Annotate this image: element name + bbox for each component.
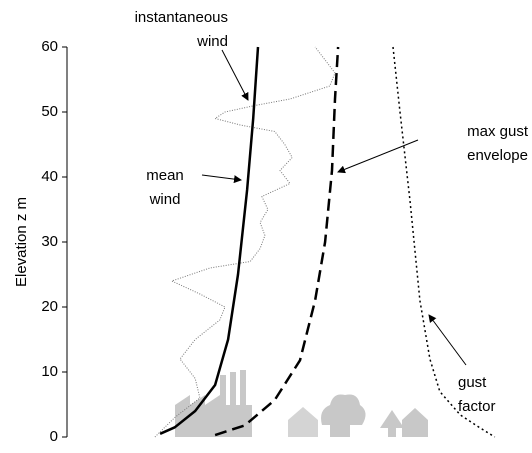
series-annotation: wind (149, 191, 181, 208)
series-annotation: mean (146, 167, 184, 184)
series-annotation: envelope (467, 147, 528, 164)
series-annotation: factor (458, 398, 496, 415)
series-annotation: instantaneous (135, 9, 228, 26)
buildings (175, 370, 428, 437)
y-tick-label: 50 (41, 103, 58, 120)
y-tick-label: 0 (50, 428, 58, 445)
y-tick-label: 20 (41, 298, 58, 315)
y-tick-label: 60 (41, 38, 58, 55)
y-axis-label: Elevation z m (13, 197, 30, 287)
y-tick-label: 10 (41, 363, 58, 380)
series-annotation: max gust (467, 123, 529, 140)
series-annotation: wind (196, 33, 228, 50)
y-tick-label: 40 (41, 168, 58, 185)
y-tick-label: 30 (41, 233, 58, 250)
plot-area (155, 47, 495, 437)
series-annotation: gust (458, 374, 487, 391)
chart: Elevation z m 0 10 20 30 40 50 60 instantaneous… (0, 0, 532, 453)
